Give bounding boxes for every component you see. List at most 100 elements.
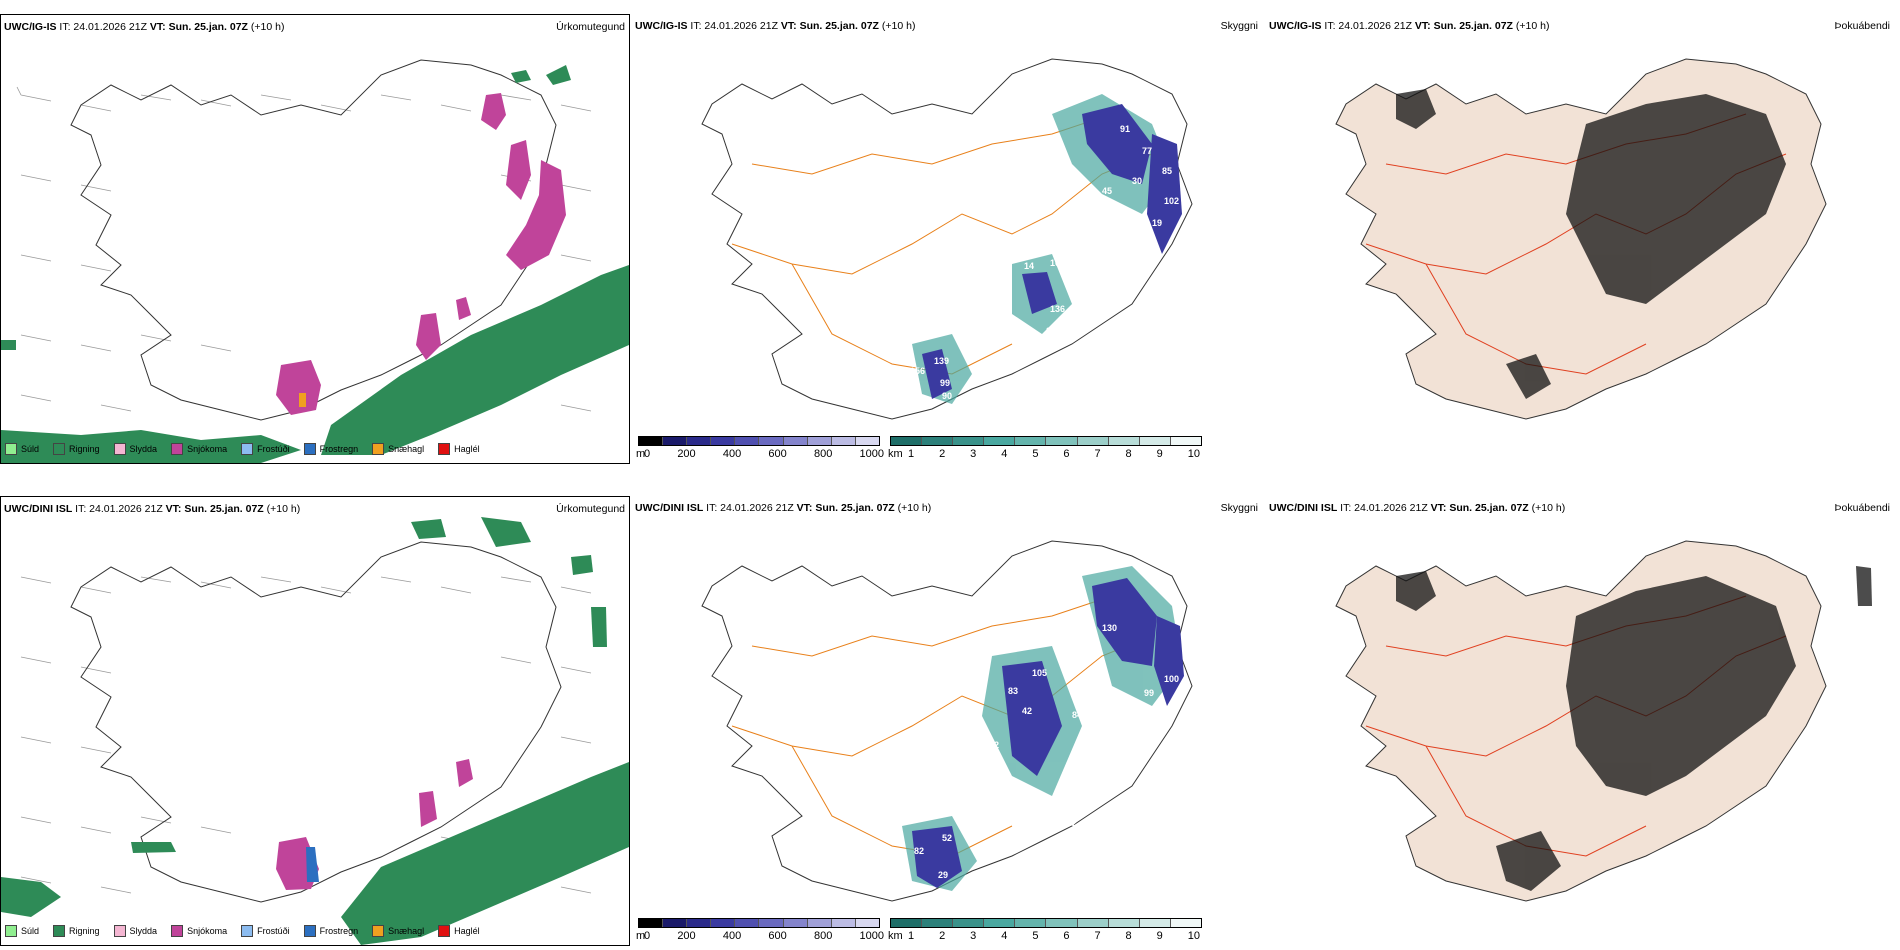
cloudbase-ticks: 0 200 400 600 800 1000 [644,930,884,942]
swatch-freezing-rain [303,925,316,937]
legend-rain: Rigning [53,443,100,455]
iceland-outline [701,540,1193,902]
tick-label: 9 [1156,448,1163,460]
cloudbase-value-labels: 139 99 156 90 40 14 16 136 244 218 75 45… [910,124,1179,401]
iceland-outline [70,59,562,421]
cloudbase-label: 218 [1092,276,1107,286]
legend-sleet: Slydda [113,925,157,937]
iceland-outline [701,58,1193,420]
tick-label: 0 [644,448,651,460]
cloudbase-label: 12 [1082,750,1092,760]
panel-type-label: Úrkomutegund [556,503,625,515]
tick-label: 800 [813,930,833,942]
legend-snow: Snjókoma [171,443,227,455]
tick-label: 600 [768,448,787,460]
cloudbase-label: 13 [1000,628,1010,638]
visibility-ticks: 1 2 3 4 5 6 7 8 9 10 [908,448,1200,460]
cloudbase-label: 102 [1164,196,1179,206]
rain-areas [1,65,629,463]
tick-label: 6 [1063,930,1070,942]
fog-map [1335,540,1872,902]
cloudbase-label: 244 [1046,326,1061,336]
legend-label: Rigning [69,926,100,936]
tick-label: 800 [813,448,833,460]
cloudbase-colorbar [638,918,880,928]
tick-label: 2 [939,930,946,942]
swatch-freezing-rain [303,443,316,455]
tick-label: 5 [1032,930,1039,942]
cloudbase-label: 91 [1120,124,1130,134]
legend-label: Rigning [69,444,100,454]
tick-label: 400 [722,448,742,460]
visibility-colorbar [890,436,1202,446]
tick-label: 400 [722,930,742,942]
precip-map [1,59,629,463]
tick-label: 10 [1187,448,1200,460]
cloudbase-unit: m [636,448,646,460]
legend-label: Súld [21,444,40,454]
snow-pellets-area [299,393,306,407]
legend-snow-pellets: Snæhagl [372,443,424,455]
cloudbase-ticks: 0 200 400 600 800 1000 [644,448,884,460]
panel-title: UWC/IG-IS IT: 24.01.2026 21Z VT: Sun. 25… [635,20,916,32]
tick-label: 10 [1187,930,1200,942]
precip-type-panel-row2: UWC/DINI ISL IT: 24.01.2026 21Z VT: Sun.… [0,496,630,946]
legend-label: Snjókoma [187,444,228,454]
cloudbase-unit: m [636,930,646,942]
tick-label: 5 [1032,448,1039,460]
iceland-outline [70,541,562,903]
tick-label: 1 [908,930,915,942]
fog-map [1335,58,1827,420]
visibility-colorbar [890,918,1202,928]
swatch-drizzle [5,925,17,937]
tick-label: 6 [1063,448,1070,460]
tick-label: 1000 [859,448,884,460]
legend-label: Frostúði [257,926,290,936]
legend-hail: Haglél [438,925,480,937]
swatch-rain [53,443,66,455]
cloudbase-label: 136 [1050,304,1065,314]
tick-label: 8 [1125,930,1132,942]
cloudbase-label: 19 [1152,218,1162,228]
panel-title: UWC/IG-IS IT: 24.01.2026 21Z VT: Sun. 25… [1269,20,1550,32]
cloudbase-label: 152 [984,740,999,750]
tick-label: 3 [970,930,977,942]
tick-label: 1000 [859,930,884,942]
cloud-visibility-map: 52 82 29 13 83 42 105 84 130 104 52 99 1… [701,540,1247,902]
legend-freezing-drizzle: Frostúði [241,925,290,937]
legend-label: Frostregn [319,926,359,936]
swatch-sleet [113,443,126,455]
cloudbase-label: 30 [1132,176,1142,186]
legend-label: Súld [21,926,40,936]
tick-label: 4 [1001,930,1008,942]
tick-label: 2 [939,448,946,460]
rain-areas [1,517,629,945]
swatch-rain [53,925,66,937]
swatch-freezing-drizzle [241,925,254,937]
panel-type-label: Þokuábendi [1834,20,1890,32]
swatch-sleet [113,925,126,937]
swatch-snow-pellets [372,443,385,455]
legend-label: Frostregn [319,444,359,454]
cloudbase-label: 99 [940,378,950,388]
swatch-snow [171,925,184,937]
cloudbase-areas [922,104,1182,399]
legend-label: Haglél [454,926,480,936]
cloudbase-label: 90 [942,391,952,401]
cloudbase-label: 14 [1024,261,1034,271]
cloudbase-value-labels: 52 82 29 13 83 42 105 84 130 104 52 99 1… [914,623,1247,880]
tick-label: 1 [908,448,915,460]
cloudbase-label: 42 [1022,706,1032,716]
panel-type-label: Skyggni [1220,502,1258,514]
legend-label: Snæhagl [388,444,425,454]
swatch-freezing-drizzle [241,443,254,455]
fog-indicator-panel-row1: UWC/IG-IS IT: 24.01.2026 21Z VT: Sun. 25… [1266,14,1898,464]
visibility-unit: km [888,930,903,942]
tick-label: 3 [970,448,977,460]
tick-label: 600 [768,930,787,942]
swatch-snow-pellets [372,925,385,937]
cloudbase-label: 82 [914,846,924,856]
fog-indicator-panel-row2: UWC/DINI ISL IT: 24.01.2026 21Z VT: Sun.… [1266,496,1898,946]
legend-freezing-rain: Frostregn [303,925,359,937]
cloudbase-label: 100 [1164,674,1179,684]
